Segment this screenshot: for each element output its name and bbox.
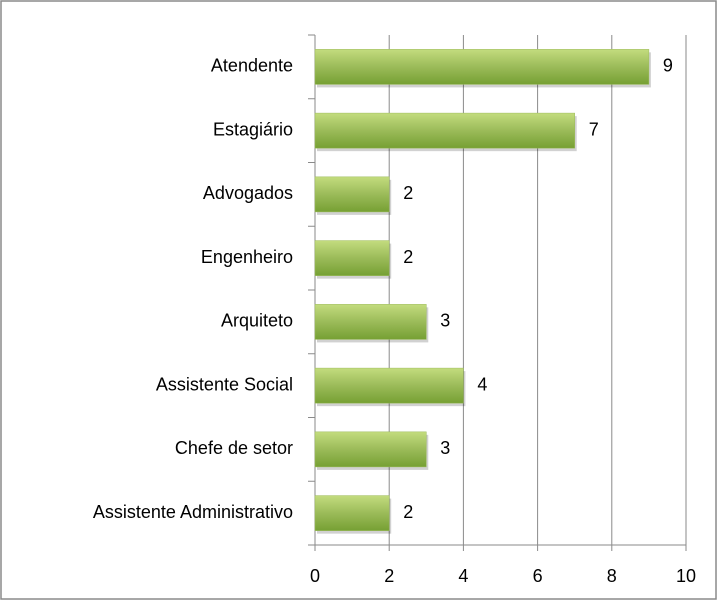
bar [314, 495, 390, 531]
x-tick-label: 10 [676, 566, 696, 586]
y-tick-label: Estagiário [213, 119, 293, 139]
bar [314, 304, 427, 340]
bar [314, 112, 575, 149]
y-tick-label: Advogados [203, 183, 293, 203]
bar [314, 176, 390, 213]
y-tick-label: Engenheiro [201, 247, 293, 267]
bar [314, 367, 464, 404]
value-label: 3 [440, 438, 450, 458]
bar [314, 49, 650, 85]
value-label: 3 [440, 311, 450, 331]
y-tick-label: Arquiteto [221, 311, 293, 331]
y-tick-label: Assistente Administrativo [93, 502, 293, 522]
x-tick-label: 8 [607, 566, 617, 586]
x-tick-label: 0 [310, 566, 320, 586]
x-tick-label: 2 [384, 566, 394, 586]
y-tick-label: Chefe de setor [175, 438, 293, 458]
x-tick-label: 4 [458, 566, 468, 586]
value-label: 9 [663, 56, 673, 76]
y-tick-label: Atendente [211, 56, 293, 76]
value-label: 2 [403, 502, 413, 522]
value-label: 7 [589, 119, 599, 139]
value-label: 2 [403, 183, 413, 203]
x-tick-label: 6 [533, 566, 543, 586]
bar [314, 431, 427, 468]
bar [314, 240, 390, 276]
value-label: 4 [477, 374, 487, 394]
value-label: 2 [403, 247, 413, 267]
y-tick-label: Assistente Social [156, 374, 293, 394]
